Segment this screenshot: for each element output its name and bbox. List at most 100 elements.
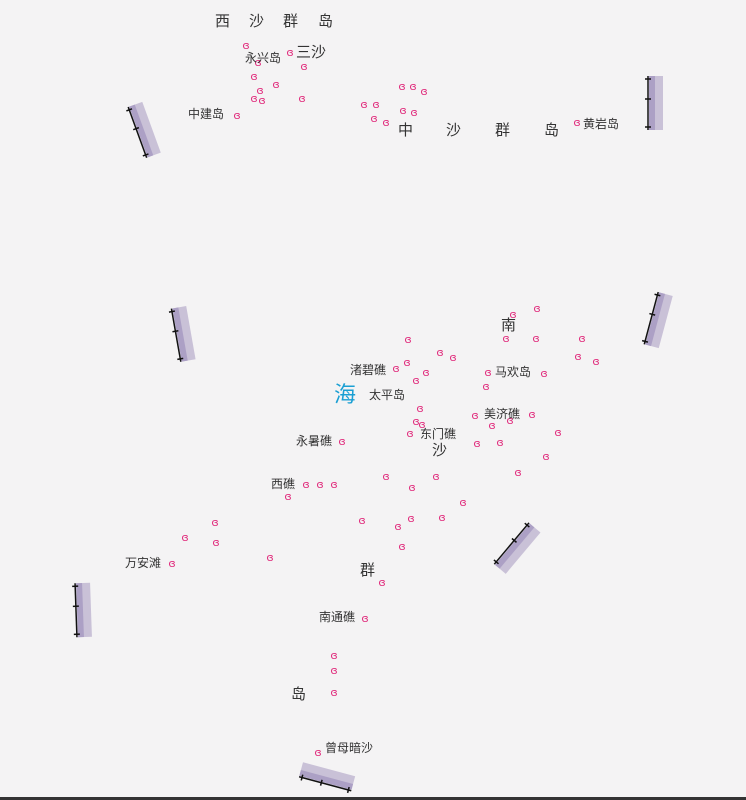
boundary-dash-icon <box>493 522 541 574</box>
reef-icon: ɞ <box>398 540 405 553</box>
reef-icon: ɞ <box>592 355 599 368</box>
reef-icon: ɞ <box>330 664 337 677</box>
xisha-char-4: 岛 <box>318 12 334 30</box>
reef-icon: ɞ <box>578 332 585 345</box>
reef-icon: ɞ <box>286 46 293 59</box>
reef-icon: ɞ <box>394 520 401 533</box>
xisha-char-3: 群 <box>283 12 299 30</box>
map-bottom-border <box>0 797 746 800</box>
zhongsha-char-3: 群 <box>495 121 511 139</box>
reef-icon: ɞ <box>300 60 307 73</box>
label-xijiao: 西礁 <box>271 477 296 491</box>
label-taiping: 太平岛 <box>369 388 406 402</box>
reef-icon: ɞ <box>514 466 521 479</box>
sea-name-nan: 南 <box>501 316 517 334</box>
reef-icon: ɞ <box>404 333 411 346</box>
reef-icon: ɞ <box>211 516 218 529</box>
reef-icon: ɞ <box>250 70 257 83</box>
reef-icon: ɞ <box>412 415 419 428</box>
reef-icon: ɞ <box>399 104 406 117</box>
reef-icon: ɞ <box>338 435 345 448</box>
reef-icon: ɞ <box>298 92 305 105</box>
reef-icon: ɞ <box>242 39 249 52</box>
label-yongshu: 永暑礁 <box>296 434 333 448</box>
reef-icon: ɞ <box>574 350 581 363</box>
reef-icon: ɞ <box>330 478 337 491</box>
xisha-char-1: 西 <box>215 12 231 30</box>
reef-icon: ɞ <box>233 109 240 122</box>
label-dongmen: 东门礁 <box>420 427 457 441</box>
reef-icon: ɞ <box>554 426 561 439</box>
reef-icon: ɞ <box>272 78 279 91</box>
reef-icon: ɞ <box>418 418 425 431</box>
reef-icon: ɞ <box>284 490 291 503</box>
reef-icon: ɞ <box>181 531 188 544</box>
reef-icon: ɞ <box>316 478 323 491</box>
label-huangyan: 黄岩岛 <box>583 117 620 131</box>
reef-icon: ɞ <box>438 511 445 524</box>
label-yongxing: 永兴岛 <box>245 51 282 65</box>
reef-icon: ɞ <box>533 302 540 315</box>
reef-icon: ɞ <box>398 80 405 93</box>
zhongsha-char-1: 中 <box>398 121 414 139</box>
reef-icon: ɞ <box>361 612 368 625</box>
reef-icon: ɞ <box>410 106 417 119</box>
reef-icon: ɞ <box>168 557 175 570</box>
reef-icon: ɞ <box>449 351 456 364</box>
maritime-boundary-dashes <box>72 76 673 794</box>
label-meiji: 美济礁 <box>484 407 521 421</box>
reef-icon: ɞ <box>382 116 389 129</box>
nansha-char-2: 群 <box>360 561 376 579</box>
reef-icon: ɞ <box>482 380 489 393</box>
reef-icon: ɞ <box>256 84 263 97</box>
boundary-dash-icon <box>168 306 196 362</box>
reef-icon: ɞ <box>392 362 399 375</box>
nansha-char-3: 岛 <box>291 685 307 703</box>
reef-icon: ɞ <box>573 116 580 129</box>
reef-icon: ɞ <box>471 409 478 422</box>
reef-icon: ɞ <box>473 437 480 450</box>
reef-icon: ɞ <box>382 470 389 483</box>
reef-icon: ɞ <box>258 94 265 107</box>
reef-icon: ɞ <box>412 374 419 387</box>
reef-icon: ɞ <box>302 478 309 491</box>
reef-icon: ɞ <box>408 481 415 494</box>
reef-icon: ɞ <box>378 576 385 589</box>
reef-icon: ɞ <box>506 414 513 427</box>
boundary-dash-icon <box>645 76 663 130</box>
reef-icon: ɞ <box>254 56 261 69</box>
reef-icon: ɞ <box>509 308 516 321</box>
reef-icon: ɞ <box>502 332 509 345</box>
reef-icon: ɞ <box>422 366 429 379</box>
label-zhongjian: 中建岛 <box>188 107 225 121</box>
reef-icon: ɞ <box>250 92 257 105</box>
boundary-dash-icon <box>126 101 161 159</box>
reef-icon: ɞ <box>488 419 495 432</box>
reef-icon: ɞ <box>416 402 423 415</box>
boundary-dash-icon <box>298 762 356 794</box>
reef-icon: ɞ <box>407 512 414 525</box>
xisha-char-2: 沙 <box>249 12 265 30</box>
reef-icon: ɞ <box>528 408 535 421</box>
reef-icon: ɞ <box>266 551 273 564</box>
label-zhubi: 渚碧礁 <box>350 363 387 377</box>
reef-icon: ɞ <box>330 686 337 699</box>
reef-icon: ɞ <box>406 427 413 440</box>
reef-icon: ɞ <box>360 98 367 111</box>
reef-icon: ɞ <box>542 450 549 463</box>
label-wanan: 万安滩 <box>125 556 162 570</box>
reef-icon: ɞ <box>212 536 219 549</box>
zhongsha-char-4: 岛 <box>544 121 560 139</box>
boundary-dash-icon <box>641 291 673 349</box>
label-zengmu: 曾母暗沙 <box>325 741 374 755</box>
reef-icon: ɞ <box>432 470 439 483</box>
boundary-dash-icon <box>72 582 92 638</box>
reef-icon: ɞ <box>314 746 321 759</box>
sea-name-hai: 海 <box>334 383 357 408</box>
zhongsha-char-2: 沙 <box>446 121 462 139</box>
reef-icon: ɞ <box>532 332 539 345</box>
reef-icon: ɞ <box>372 98 379 111</box>
reef-icon: ɞ <box>459 496 466 509</box>
